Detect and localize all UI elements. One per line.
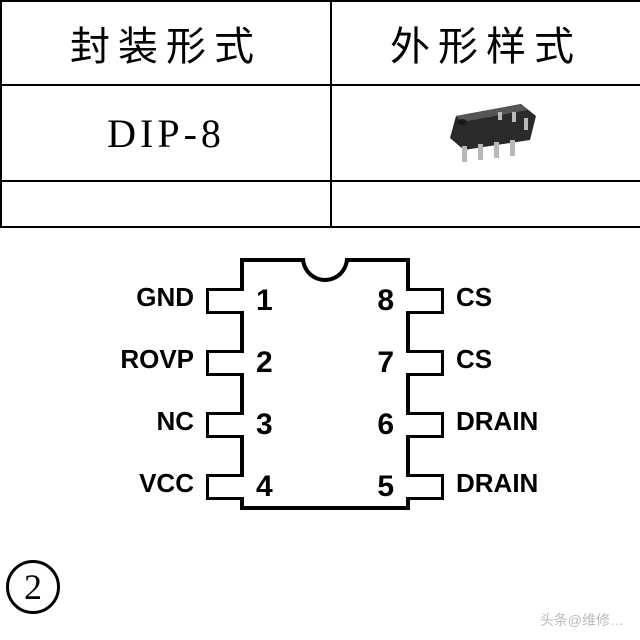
blank-cell-left: [2, 182, 332, 226]
header-cell-package: 封装形式: [2, 2, 332, 84]
table-value-row: DIP-8: [2, 86, 640, 182]
table-blank-row: [2, 182, 640, 226]
pin-num-7: 7: [377, 346, 394, 380]
pin-box-1: [206, 288, 244, 314]
table-header-row: 封装形式 外形样式: [2, 2, 640, 86]
blank-cell-right: [332, 182, 640, 226]
package-table: 封装形式 外形样式 DIP-8: [0, 0, 640, 228]
pin-label-gnd: GND: [136, 282, 194, 313]
pin-num-6: 6: [377, 408, 394, 442]
pin-box-8: [406, 288, 444, 314]
pin-num-3: 3: [256, 408, 273, 442]
chip-outline: 1 2 3 4 8 7 6 5: [240, 258, 410, 510]
value-label-package: DIP-8: [107, 110, 225, 157]
pin-box-5: [406, 474, 444, 500]
pin-num-1: 1: [256, 284, 273, 318]
pin-box-3: [206, 412, 244, 438]
value-cell-shape: [332, 86, 640, 180]
value-cell-package: DIP-8: [2, 86, 332, 180]
pin-box-6: [406, 412, 444, 438]
pin-label-cs-8: CS: [456, 282, 492, 313]
pin-label-cs-7: CS: [456, 344, 492, 375]
pin-num-2: 2: [256, 346, 273, 380]
pin-num-4: 4: [256, 470, 273, 504]
chip-notch: [301, 258, 349, 282]
figure-number: 2: [24, 566, 42, 608]
pin-label-nc: NC: [156, 406, 194, 437]
header-label-shape: 外形样式: [390, 14, 582, 72]
pinout-diagram: 1 2 3 4 8 7 6 5 GND ROVP NC VCC CS CS DR…: [40, 258, 600, 518]
pin-label-vcc: VCC: [139, 468, 194, 499]
header-label-package: 封装形式: [70, 14, 262, 72]
pin-label-rovp: ROVP: [120, 344, 194, 375]
watermark-text: 头条@维修…: [540, 610, 624, 630]
pin-num-5: 5: [377, 470, 394, 504]
figure-number-badge: 2: [6, 560, 60, 614]
pin-box-4: [206, 474, 244, 500]
pin-num-8: 8: [377, 284, 394, 318]
pin-label-drain-6: DRAIN: [456, 406, 538, 437]
pin-label-drain-5: DRAIN: [456, 468, 538, 499]
header-cell-shape: 外形样式: [332, 2, 640, 84]
chip-photo-icon: [426, 98, 546, 168]
pin-box-7: [406, 350, 444, 376]
pin-box-2: [206, 350, 244, 376]
